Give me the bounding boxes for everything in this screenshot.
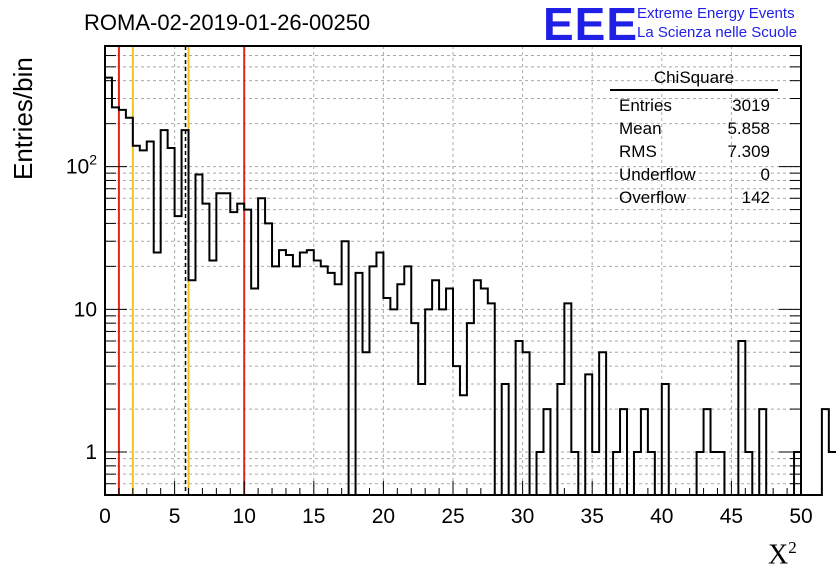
stats-label: Underflow — [619, 165, 696, 184]
x-tick-label: 25 — [441, 505, 464, 528]
x-tick-label: 5 — [169, 505, 181, 528]
x-tick-label: 35 — [581, 505, 604, 528]
x-tick-label: 30 — [511, 505, 534, 528]
stats-value: 0 — [760, 165, 770, 184]
x-tick-label: 15 — [302, 505, 325, 528]
logo-caption: Extreme Energy Events La Scienza nelle S… — [637, 4, 797, 42]
stats-label: RMS — [619, 142, 657, 161]
x-tick-label: 20 — [372, 505, 395, 528]
histogram-series — [104, 76, 836, 496]
stats-value: 3019 — [732, 96, 770, 115]
stats-label: Entries — [619, 96, 672, 115]
stats-row-overflow: Overflow 142 — [610, 186, 778, 209]
stats-row-mean: Mean 5.858 — [610, 117, 778, 140]
stats-box: ChiSquare Entries 3019 Mean 5.858 RMS 7.… — [610, 68, 778, 209]
logo-line-2: La Scienza nelle Scuole — [637, 24, 798, 41]
stats-value: 142 — [741, 188, 770, 207]
chart-title: ROMA-02-2019-01-26-00250 — [84, 10, 371, 35]
stats-label: Mean — [619, 119, 662, 138]
stats-row-underflow: Underflow 0 — [610, 163, 778, 186]
stats-row-entries: Entries 3019 — [610, 94, 778, 117]
x-tick-label: 10 — [233, 505, 256, 528]
stats-row-rms: RMS 7.309 — [610, 140, 778, 163]
x-tick-label: 50 — [789, 505, 812, 528]
y-tick-label: 102 — [66, 152, 97, 179]
x-axis-label: X2 — [768, 538, 797, 571]
eee-logo: EEE — [543, 0, 639, 50]
stats-value: 5.858 — [727, 119, 770, 138]
stats-value: 7.309 — [727, 142, 770, 161]
x-tick-label: 0 — [99, 505, 111, 528]
x-tick-label: 45 — [720, 505, 743, 528]
y-axis-label: Entries/bin — [8, 57, 38, 180]
y-tick-label: 1 — [85, 441, 97, 464]
logo-line-1: Extreme Energy Events — [637, 5, 795, 22]
stats-label: Overflow — [619, 188, 687, 207]
stats-title: ChiSquare — [610, 68, 778, 91]
x-tick-label: 40 — [650, 505, 673, 528]
y-tick-label: 10 — [74, 298, 97, 321]
